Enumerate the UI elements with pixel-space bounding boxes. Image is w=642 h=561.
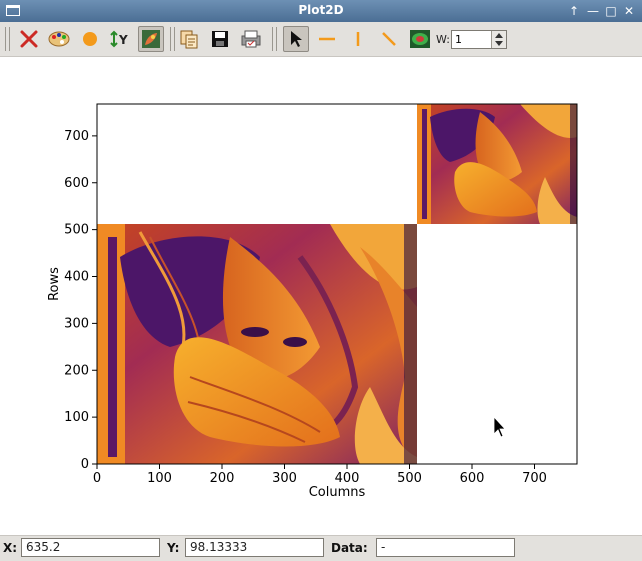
colorbar-icon[interactable] [138,26,164,52]
increment-icon[interactable] [495,33,503,38]
vertical-line-icon[interactable] [345,26,371,52]
x-tick-label: 100 [147,471,172,486]
window-menu-icon[interactable] [6,5,20,16]
plot-canvas[interactable]: 0 100 200 300 400 500 600 700 0 100 200 300 400 500 60… [0,57,642,534]
decrement-icon[interactable] [495,41,503,46]
save-icon[interactable] [207,26,233,52]
y-tick-label: 300 [64,316,89,331]
y-tick-label: 200 [64,363,89,378]
curve-style-icon[interactable] [77,26,103,52]
mouse-cursor-icon [493,415,506,438]
line-width-label: W: [436,33,450,46]
axis-ticks: 0 100 200 300 400 500 600 700 0 100 200 300 400 500 60… [64,129,547,486]
y-tick-label: 500 [64,223,89,238]
image-small [417,104,577,224]
toolbar-separator [170,27,175,51]
axes-frame [96,103,578,465]
diagonal-line-icon[interactable] [376,26,402,52]
x-tick-label: 400 [335,471,360,486]
y-tick-label: 600 [64,176,89,191]
window-title: Plot2D [298,3,344,17]
toolbar: Y W: 1 [0,22,642,57]
plot-area[interactable]: 0 100 200 300 400 500 600 700 0 100 200 300 400 500 60… [0,57,642,534]
line-width-value[interactable]: 1 [455,33,462,46]
toolbar-grip[interactable] [5,27,10,51]
x-coordinate-label: X: [3,541,18,555]
toolbar-separator [272,27,277,51]
reset-zoom-icon[interactable] [16,26,42,52]
x-tick-label: 0 [93,471,101,486]
title-bar: Plot2D ↑ — □ ✕ [0,0,642,22]
x-tick-label: 300 [272,471,297,486]
x-coordinate-field[interactable]: 635.2 [21,538,160,557]
x-tick-label: 700 [522,471,547,486]
y-tick-label: 0 [81,457,89,472]
minimize-button[interactable]: — [587,4,599,18]
x-tick-label: 500 [397,471,422,486]
x-tick-label: 600 [460,471,485,486]
y-tick-label: 100 [64,410,89,425]
keep-above-button[interactable]: ↑ [568,4,580,18]
colormap-icon[interactable] [46,26,72,52]
y-axis-label: Rows [47,267,62,301]
x-axis-label: Columns [309,485,366,500]
image-large [97,224,417,464]
horizontal-line-icon[interactable] [314,26,340,52]
data-value-field[interactable]: - [376,538,515,557]
data-value-label: Data: [331,541,368,555]
y-autoscale-icon[interactable]: Y [107,26,133,52]
line-width-spinbox[interactable]: 1 [451,30,507,49]
select-pointer-icon[interactable] [283,26,309,52]
status-bar: X: 635.2 Y: 98.13333 Data: - [0,535,642,561]
copy-icon[interactable] [176,26,202,52]
print-icon[interactable] [238,26,264,52]
svg-text:Y: Y [118,33,128,47]
y-coordinate-field[interactable]: 98.13333 [185,538,324,557]
y-tick-label: 400 [64,270,89,285]
y-coordinate-label: Y: [167,541,180,555]
maximize-button[interactable]: □ [605,4,617,18]
x-tick-label: 200 [210,471,235,486]
mask-icon[interactable] [407,26,433,52]
spin-buttons [491,31,506,48]
y-tick-label: 700 [64,129,89,144]
close-button[interactable]: ✕ [623,4,635,18]
